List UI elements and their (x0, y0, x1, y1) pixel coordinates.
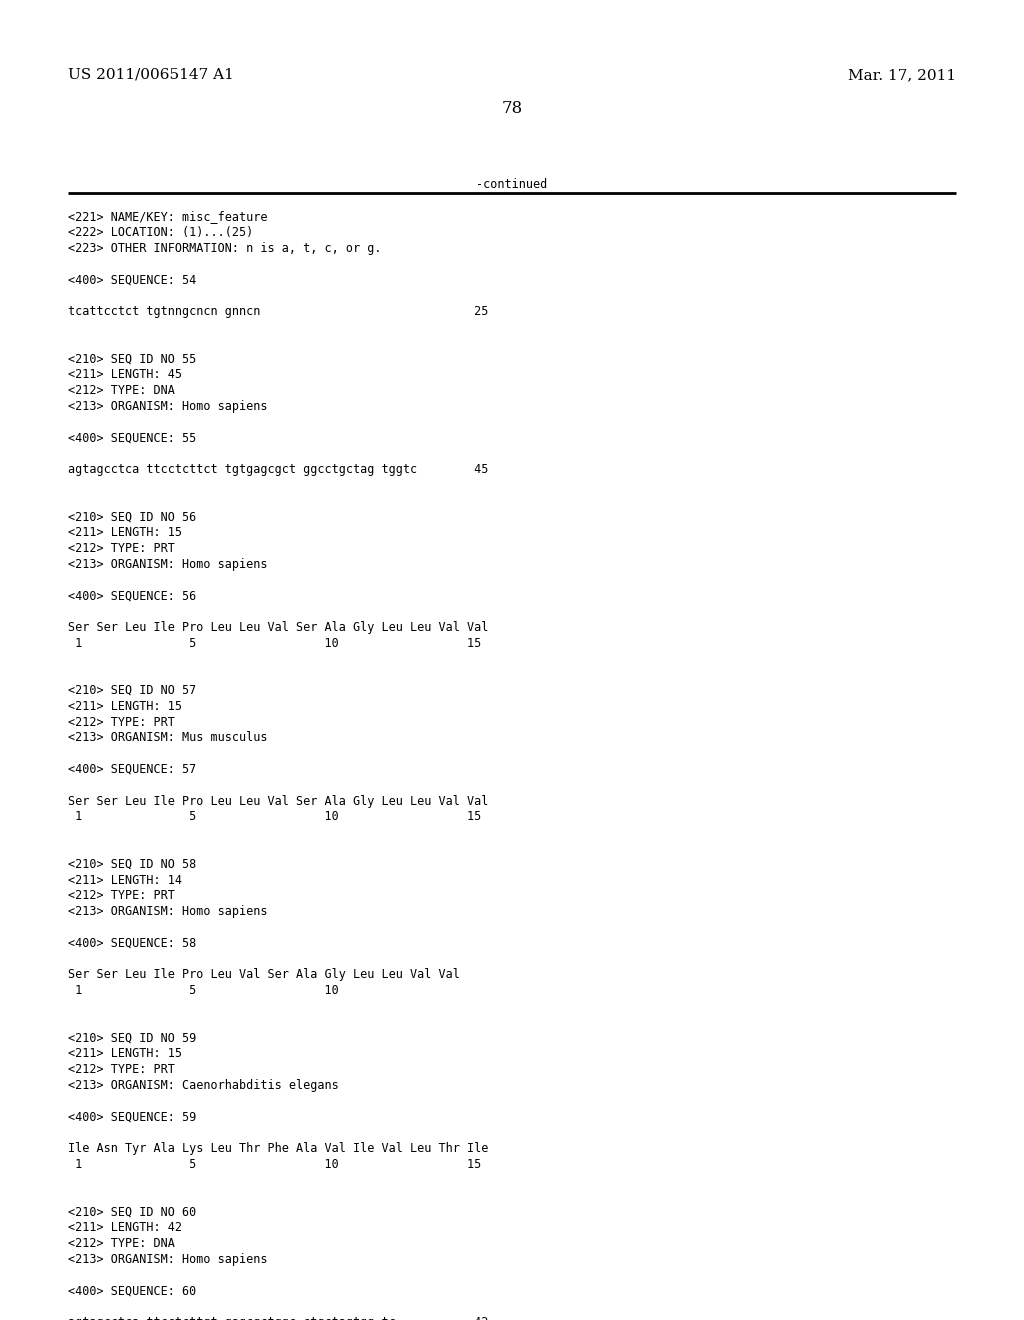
Text: -continued: -continued (476, 178, 548, 191)
Text: Mar. 17, 2011: Mar. 17, 2011 (848, 69, 956, 82)
Text: <400> SEQUENCE: 56: <400> SEQUENCE: 56 (68, 589, 197, 602)
Text: <213> ORGANISM: Homo sapiens: <213> ORGANISM: Homo sapiens (68, 400, 267, 413)
Text: <212> TYPE: PRT: <212> TYPE: PRT (68, 1063, 175, 1076)
Text: <210> SEQ ID NO 60: <210> SEQ ID NO 60 (68, 1205, 197, 1218)
Text: <221> NAME/KEY: misc_feature: <221> NAME/KEY: misc_feature (68, 210, 267, 223)
Text: <212> TYPE: PRT: <212> TYPE: PRT (68, 715, 175, 729)
Text: <400> SEQUENCE: 60: <400> SEQUENCE: 60 (68, 1284, 197, 1298)
Text: 1               5                  10                  15: 1 5 10 15 (68, 810, 481, 824)
Text: <213> ORGANISM: Homo sapiens: <213> ORGANISM: Homo sapiens (68, 1253, 267, 1266)
Text: agtagcctca ttcctcttgt gagcgctggc ctgctagtgg tc           42: agtagcctca ttcctcttgt gagcgctggc ctgctag… (68, 1316, 488, 1320)
Text: <213> ORGANISM: Homo sapiens: <213> ORGANISM: Homo sapiens (68, 557, 267, 570)
Text: <223> OTHER INFORMATION: n is a, t, c, or g.: <223> OTHER INFORMATION: n is a, t, c, o… (68, 242, 382, 255)
Text: <400> SEQUENCE: 55: <400> SEQUENCE: 55 (68, 432, 197, 445)
Text: <211> LENGTH: 15: <211> LENGTH: 15 (68, 700, 182, 713)
Text: <400> SEQUENCE: 57: <400> SEQUENCE: 57 (68, 763, 197, 776)
Text: <212> TYPE: PRT: <212> TYPE: PRT (68, 541, 175, 554)
Text: <211> LENGTH: 15: <211> LENGTH: 15 (68, 1047, 182, 1060)
Text: 1               5                  10: 1 5 10 (68, 985, 339, 997)
Text: <213> ORGANISM: Homo sapiens: <213> ORGANISM: Homo sapiens (68, 906, 267, 919)
Text: tcattcctct tgtnngcncn gnncn                              25: tcattcctct tgtnngcncn gnncn 25 (68, 305, 488, 318)
Text: agtagcctca ttcctcttct tgtgagcgct ggcctgctag tggtc        45: agtagcctca ttcctcttct tgtgagcgct ggcctgc… (68, 463, 488, 475)
Text: <210> SEQ ID NO 59: <210> SEQ ID NO 59 (68, 1032, 197, 1044)
Text: <213> ORGANISM: Mus musculus: <213> ORGANISM: Mus musculus (68, 731, 267, 744)
Text: <210> SEQ ID NO 56: <210> SEQ ID NO 56 (68, 511, 197, 523)
Text: Ile Asn Tyr Ala Lys Leu Thr Phe Ala Val Ile Val Leu Thr Ile: Ile Asn Tyr Ala Lys Leu Thr Phe Ala Val … (68, 1142, 488, 1155)
Text: <400> SEQUENCE: 59: <400> SEQUENCE: 59 (68, 1110, 197, 1123)
Text: 1               5                  10                  15: 1 5 10 15 (68, 636, 481, 649)
Text: <213> ORGANISM: Caenorhabditis elegans: <213> ORGANISM: Caenorhabditis elegans (68, 1078, 339, 1092)
Text: US 2011/0065147 A1: US 2011/0065147 A1 (68, 69, 233, 82)
Text: <211> LENGTH: 14: <211> LENGTH: 14 (68, 874, 182, 887)
Text: <212> TYPE: DNA: <212> TYPE: DNA (68, 1237, 175, 1250)
Text: 78: 78 (502, 100, 522, 117)
Text: <210> SEQ ID NO 57: <210> SEQ ID NO 57 (68, 684, 197, 697)
Text: Ser Ser Leu Ile Pro Leu Val Ser Ala Gly Leu Leu Val Val: Ser Ser Leu Ile Pro Leu Val Ser Ala Gly … (68, 969, 460, 981)
Text: <211> LENGTH: 15: <211> LENGTH: 15 (68, 525, 182, 539)
Text: <210> SEQ ID NO 55: <210> SEQ ID NO 55 (68, 352, 197, 366)
Text: <211> LENGTH: 45: <211> LENGTH: 45 (68, 368, 182, 381)
Text: <400> SEQUENCE: 54: <400> SEQUENCE: 54 (68, 273, 197, 286)
Text: <210> SEQ ID NO 58: <210> SEQ ID NO 58 (68, 858, 197, 871)
Text: <211> LENGTH: 42: <211> LENGTH: 42 (68, 1221, 182, 1234)
Text: <212> TYPE: PRT: <212> TYPE: PRT (68, 890, 175, 903)
Text: <400> SEQUENCE: 58: <400> SEQUENCE: 58 (68, 937, 197, 950)
Text: <222> LOCATION: (1)...(25): <222> LOCATION: (1)...(25) (68, 226, 253, 239)
Text: Ser Ser Leu Ile Pro Leu Leu Val Ser Ala Gly Leu Leu Val Val: Ser Ser Leu Ile Pro Leu Leu Val Ser Ala … (68, 620, 488, 634)
Text: <212> TYPE: DNA: <212> TYPE: DNA (68, 384, 175, 397)
Text: Ser Ser Leu Ile Pro Leu Leu Val Ser Ala Gly Leu Leu Val Val: Ser Ser Leu Ile Pro Leu Leu Val Ser Ala … (68, 795, 488, 808)
Text: 1               5                  10                  15: 1 5 10 15 (68, 1158, 481, 1171)
